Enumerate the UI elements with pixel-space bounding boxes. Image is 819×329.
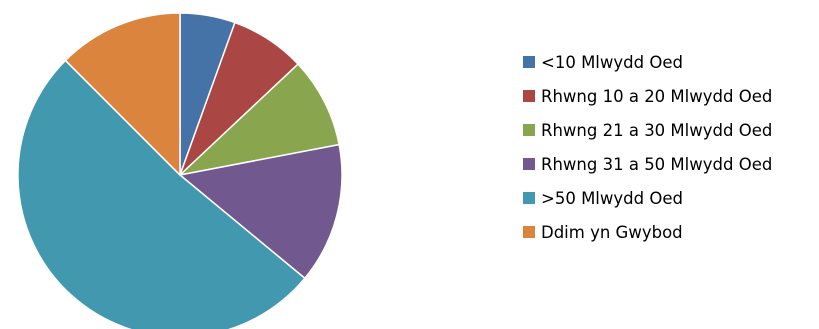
pie-slice-3 (179, 143, 343, 280)
legend-label: >50 Mlwydd Oed (541, 188, 683, 208)
legend-item-5: Ddim yn Gwybod (523, 215, 772, 249)
legend-swatch (523, 192, 535, 204)
legend: <10 Mlwydd Oed Rhwng 10 a 20 Mlwydd Oed Rh… (523, 45, 772, 249)
legend-item-1: Rhwng 10 a 20 Mlwydd Oed (523, 79, 772, 113)
legend-label: Ddim yn Gwybod (541, 222, 683, 242)
pie-slice-5 (64, 12, 181, 176)
pie-slice-2 (179, 63, 340, 176)
legend-item-4: >50 Mlwydd Oed (523, 181, 772, 215)
legend-swatch (523, 90, 535, 102)
legend-item-2: Rhwng 21 a 30 Mlwydd Oed (523, 113, 772, 147)
legend-label: Rhwng 31 a 50 Mlwydd Oed (541, 154, 773, 174)
legend-swatch (523, 226, 535, 238)
legend-label: <10 Mlwydd Oed (541, 52, 683, 72)
pie-slice-4 (17, 59, 306, 329)
legend-swatch (523, 158, 535, 170)
legend-item-0: <10 Mlwydd Oed (523, 45, 772, 79)
legend-label: Rhwng 21 a 30 Mlwydd Oed (541, 120, 773, 140)
legend-swatch (523, 56, 535, 68)
legend-swatch (523, 124, 535, 136)
legend-label: Rhwng 10 a 20 Mlwydd Oed (541, 86, 773, 106)
legend-item-3: Rhwng 31 a 50 Mlwydd Oed (523, 147, 772, 181)
